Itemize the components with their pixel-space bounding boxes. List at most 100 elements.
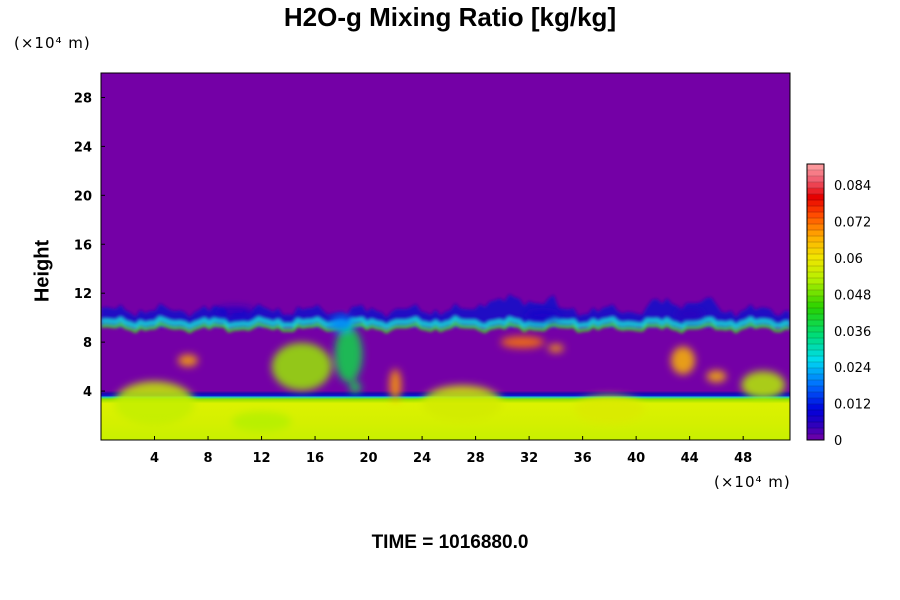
colorbar-segment [807, 422, 824, 429]
moisture-blob [349, 381, 362, 394]
x-axis-ticks: 4 8 12 16 20 24 28 32 36 40 44 48 [150, 436, 752, 466]
mixing-ratio-field [101, 294, 790, 440]
y-tick-label: 16 [74, 238, 92, 253]
moisture-blob [670, 346, 695, 375]
x-tick-label: 12 [252, 451, 270, 466]
x-tick-label: 20 [360, 451, 378, 466]
colorbar-segment [807, 290, 824, 297]
x-tick-label: 36 [574, 451, 592, 466]
y-tick-label: 20 [74, 189, 92, 204]
y-axis-unit: (×10⁴ m) [14, 34, 91, 52]
colorbar-tick-label: 0 [834, 434, 842, 449]
colorbar-segment [807, 284, 824, 291]
colorbar-segment [807, 206, 824, 213]
colorbar-frame [806, 163, 825, 441]
plot-area [101, 73, 790, 440]
x-tick-label: 40 [627, 451, 645, 466]
y-tick-label: 8 [83, 336, 92, 351]
colorbar-segment [807, 236, 824, 243]
colorbar-segment [807, 374, 824, 381]
colorbar-segment [807, 278, 824, 285]
colorbar-segment [807, 332, 824, 339]
colorbar-segment [807, 404, 824, 411]
chart-title: H2O-g Mixing Ratio [kg/kg] [283, 2, 617, 32]
colorbar-segment [807, 242, 824, 249]
colorbar-segment [807, 392, 824, 399]
colorbar-segment [807, 314, 824, 321]
colorbar-tick-label: 0.024 [834, 361, 871, 376]
colorbar-segment [807, 398, 824, 405]
y-tick-label: 12 [74, 287, 92, 302]
moisture-blob [741, 370, 786, 399]
colorbar-segment [807, 320, 824, 327]
moisture-blob [334, 326, 363, 383]
moisture-blobs [114, 306, 786, 432]
moisture-blob [500, 336, 545, 349]
y-axis-ticks: 4 8 12 16 20 24 28 [74, 91, 105, 400]
colorbar-tick-label: 0.036 [834, 325, 871, 340]
y-tick-label: 4 [83, 385, 92, 400]
moisture-blob [675, 308, 704, 319]
moisture-blob [231, 411, 292, 432]
colorbar-segment [807, 380, 824, 387]
x-tick-label: 4 [150, 451, 159, 466]
colorbar-segment [807, 164, 824, 171]
colorbar-segment [807, 308, 824, 315]
colorbar-segment [807, 356, 824, 363]
colorbar-segment [807, 266, 824, 273]
colorbar-segment [807, 248, 824, 255]
colorbar-segment [807, 230, 824, 237]
colorbar-segment [807, 362, 824, 369]
colorbar-tick-label: 0.012 [834, 398, 871, 413]
colorbar-segment [807, 296, 824, 303]
x-axis-unit: (×10⁴ m) [714, 473, 791, 491]
moisture-blob [329, 315, 354, 332]
y-tick-label: 28 [74, 91, 92, 106]
colorbar-segment [807, 194, 824, 201]
colorbar-segment [807, 350, 824, 357]
colorbar-segment [807, 416, 824, 423]
moisture-blob [524, 310, 561, 321]
x-tick-label: 44 [681, 451, 699, 466]
moisture-blob [706, 370, 727, 383]
moisture-blob [271, 342, 332, 391]
moisture-blob [177, 354, 198, 367]
colorbar-segment [807, 200, 824, 207]
colorbar-segment [807, 176, 824, 183]
colorbar-segment [807, 212, 824, 219]
colorbar-segment [807, 410, 824, 417]
x-tick-label: 16 [306, 451, 324, 466]
x-tick-label: 8 [204, 451, 213, 466]
dry-boundary-band [101, 294, 790, 328]
time-label: TIME = 1016880.0 [371, 532, 529, 553]
colorbar-segment [807, 386, 824, 393]
y-tick-label: 24 [74, 140, 92, 155]
moisture-blob [214, 306, 255, 317]
colorbar-segment [807, 428, 824, 435]
colorbar-tick-label: 0.072 [834, 216, 871, 231]
x-tick-label: 28 [467, 451, 485, 466]
moisture-blob [574, 395, 645, 424]
green-transition [101, 321, 790, 334]
colorbar-tick-label: 0.048 [834, 288, 871, 303]
plot-frame [100, 72, 791, 441]
colorbar-segment [807, 182, 824, 189]
colorbar-segment [807, 368, 824, 375]
moisture-blob [389, 368, 402, 401]
colorbar-segment [807, 260, 824, 267]
colorbar-tick-label: 0.06 [834, 252, 863, 267]
colorbar: 0 0.012 0.024 0.036 0.048 0.06 0.072 0.084 [806, 163, 871, 449]
x-tick-label: 24 [413, 451, 431, 466]
moisture-blob [114, 381, 195, 426]
cyan-transition [101, 315, 790, 330]
colorbar-segment [807, 344, 824, 351]
colorbar-segment [807, 170, 824, 177]
x-tick-label: 32 [520, 451, 538, 466]
boundary-structures [101, 294, 790, 334]
colorbar-segment [807, 338, 824, 345]
colorbar-segment [807, 254, 824, 261]
moisture-blob [422, 385, 503, 422]
colorbar-segment [807, 224, 824, 231]
colorbar-segment [807, 218, 824, 225]
